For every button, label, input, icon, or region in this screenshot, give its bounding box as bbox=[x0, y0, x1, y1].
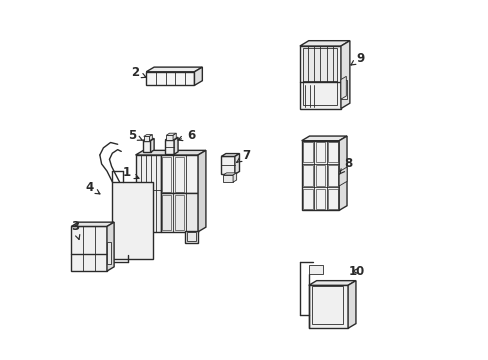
Polygon shape bbox=[308, 285, 347, 328]
Polygon shape bbox=[301, 141, 339, 210]
Polygon shape bbox=[347, 281, 355, 328]
Bar bbox=[327, 189, 337, 209]
Polygon shape bbox=[299, 46, 340, 109]
Polygon shape bbox=[143, 135, 152, 136]
Polygon shape bbox=[149, 135, 152, 141]
Polygon shape bbox=[166, 133, 176, 135]
Polygon shape bbox=[301, 136, 346, 141]
Text: 1: 1 bbox=[122, 166, 139, 179]
Bar bbox=[107, 242, 110, 264]
Bar bbox=[303, 48, 337, 82]
Bar bbox=[175, 157, 183, 192]
Text: 10: 10 bbox=[348, 265, 365, 278]
Polygon shape bbox=[173, 133, 176, 140]
Text: 2: 2 bbox=[131, 66, 146, 79]
Polygon shape bbox=[198, 150, 205, 232]
Bar bbox=[308, 265, 323, 274]
Polygon shape bbox=[234, 154, 239, 174]
Bar bbox=[327, 165, 337, 186]
Polygon shape bbox=[223, 173, 236, 175]
Polygon shape bbox=[143, 136, 149, 141]
Polygon shape bbox=[112, 182, 153, 258]
Bar bbox=[312, 285, 342, 324]
Bar bbox=[184, 231, 198, 243]
Text: 5: 5 bbox=[127, 129, 142, 142]
Polygon shape bbox=[150, 139, 154, 152]
Bar bbox=[162, 195, 171, 230]
Bar bbox=[303, 189, 312, 209]
Polygon shape bbox=[160, 155, 198, 193]
Polygon shape bbox=[223, 175, 233, 182]
Bar bbox=[315, 189, 325, 209]
Text: 3: 3 bbox=[71, 220, 80, 239]
Polygon shape bbox=[135, 150, 205, 155]
Polygon shape bbox=[165, 138, 178, 140]
Polygon shape bbox=[146, 72, 194, 85]
Text: 6: 6 bbox=[178, 129, 195, 142]
Polygon shape bbox=[71, 226, 107, 271]
Polygon shape bbox=[142, 141, 150, 152]
Polygon shape bbox=[308, 281, 355, 285]
Polygon shape bbox=[160, 193, 198, 232]
Text: 8: 8 bbox=[339, 157, 351, 174]
Polygon shape bbox=[71, 222, 114, 226]
Text: 4: 4 bbox=[85, 181, 100, 194]
Polygon shape bbox=[135, 155, 160, 232]
Polygon shape bbox=[146, 67, 202, 72]
Polygon shape bbox=[166, 135, 173, 140]
Bar bbox=[340, 80, 346, 99]
Text: 9: 9 bbox=[350, 52, 364, 65]
Bar bbox=[303, 81, 337, 105]
Polygon shape bbox=[165, 140, 174, 154]
Polygon shape bbox=[340, 41, 349, 109]
Polygon shape bbox=[221, 154, 239, 157]
Polygon shape bbox=[107, 222, 114, 271]
Polygon shape bbox=[339, 136, 346, 210]
Polygon shape bbox=[339, 167, 346, 186]
Bar bbox=[175, 195, 183, 230]
Text: 7: 7 bbox=[236, 149, 250, 162]
Polygon shape bbox=[142, 139, 154, 141]
Bar bbox=[315, 165, 325, 186]
Bar bbox=[315, 142, 325, 162]
Bar bbox=[303, 165, 312, 186]
Polygon shape bbox=[221, 157, 234, 174]
Polygon shape bbox=[340, 76, 346, 99]
Polygon shape bbox=[233, 173, 236, 182]
Polygon shape bbox=[194, 67, 202, 85]
Polygon shape bbox=[299, 41, 349, 46]
Bar bbox=[327, 142, 337, 162]
Bar bbox=[162, 157, 171, 192]
Bar bbox=[303, 142, 312, 162]
Bar bbox=[186, 231, 196, 241]
Polygon shape bbox=[174, 138, 178, 154]
